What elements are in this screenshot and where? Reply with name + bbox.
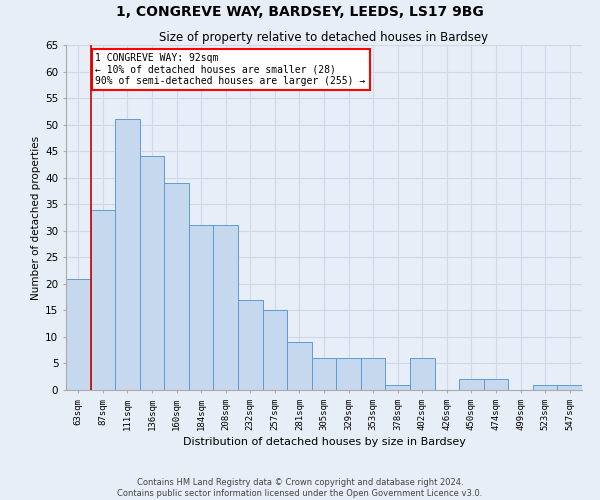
Bar — [312, 358, 336, 390]
Bar — [336, 358, 361, 390]
Bar — [214, 226, 238, 390]
Text: 1, CONGREVE WAY, BARDSEY, LEEDS, LS17 9BG: 1, CONGREVE WAY, BARDSEY, LEEDS, LS17 9B… — [116, 5, 484, 19]
Bar — [238, 300, 263, 390]
Bar — [91, 210, 115, 390]
Bar — [557, 384, 582, 390]
Bar — [287, 342, 312, 390]
Title: Size of property relative to detached houses in Bardsey: Size of property relative to detached ho… — [160, 31, 488, 44]
Bar — [361, 358, 385, 390]
Bar — [410, 358, 434, 390]
Bar — [66, 278, 91, 390]
Bar — [189, 226, 214, 390]
Bar — [140, 156, 164, 390]
Bar — [164, 183, 189, 390]
Bar — [263, 310, 287, 390]
Bar — [484, 380, 508, 390]
X-axis label: Distribution of detached houses by size in Bardsey: Distribution of detached houses by size … — [182, 437, 466, 447]
Text: 1 CONGREVE WAY: 92sqm
← 10% of detached houses are smaller (28)
90% of semi-deta: 1 CONGREVE WAY: 92sqm ← 10% of detached … — [95, 53, 366, 86]
Bar — [385, 384, 410, 390]
Y-axis label: Number of detached properties: Number of detached properties — [31, 136, 41, 300]
Bar — [459, 380, 484, 390]
Bar — [533, 384, 557, 390]
Text: Contains HM Land Registry data © Crown copyright and database right 2024.
Contai: Contains HM Land Registry data © Crown c… — [118, 478, 482, 498]
Bar — [115, 120, 140, 390]
